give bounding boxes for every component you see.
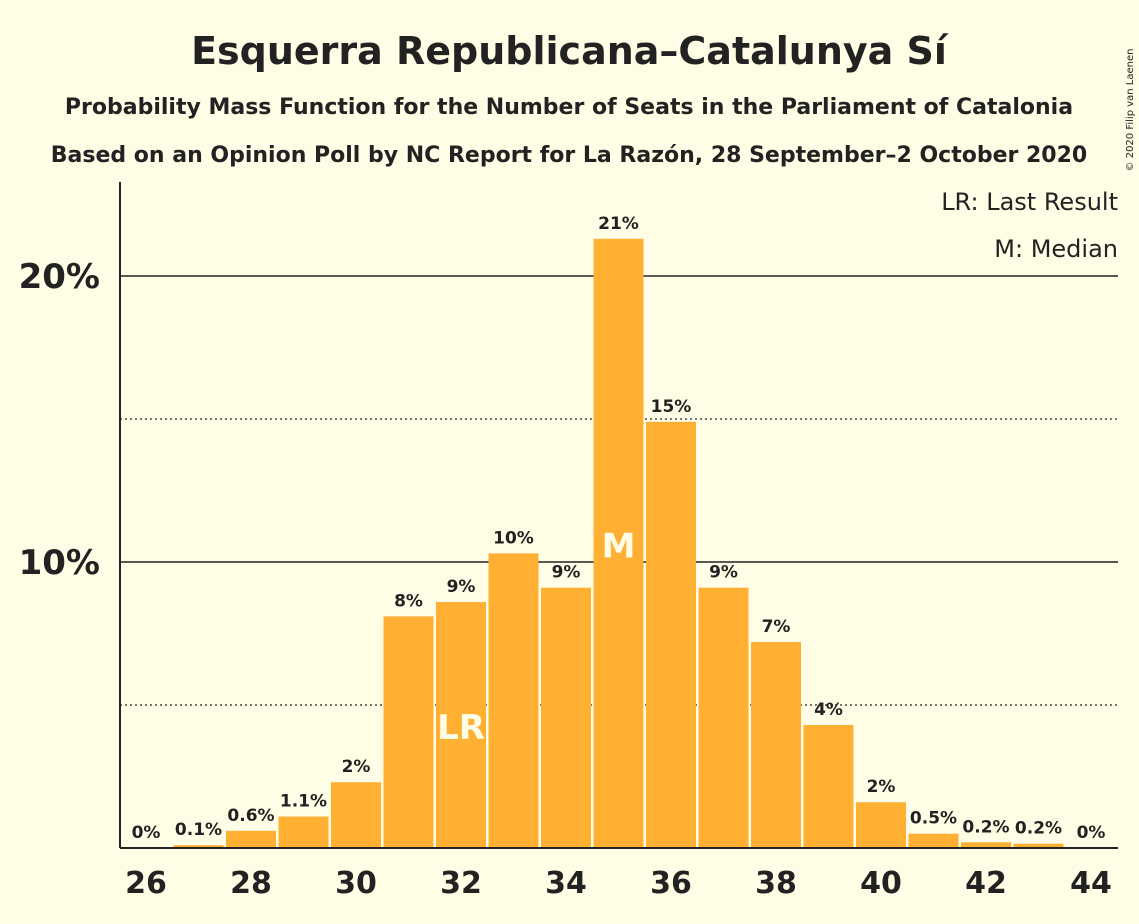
- bar: [856, 802, 906, 848]
- bars-group: [173, 238, 1064, 848]
- bar: [278, 816, 329, 848]
- data-label: 2%: [342, 757, 371, 777]
- bar: [173, 845, 224, 848]
- x-tick-label: 32: [440, 866, 482, 901]
- chart-title: Esquerra Republicana–Catalunya Sí: [191, 29, 949, 73]
- legend-last-result: LR: Last Result: [941, 188, 1118, 216]
- y-tick-label: 10%: [19, 543, 100, 583]
- data-label: 0.2%: [1015, 819, 1062, 839]
- data-label: 0.2%: [962, 817, 1009, 837]
- x-tick-label: 38: [755, 866, 797, 901]
- bar: [488, 553, 539, 848]
- data-label: 0.1%: [175, 820, 222, 840]
- copyright-text: © 2020 Filip van Laenen: [1125, 49, 1136, 172]
- x-tick-label: 44: [1070, 866, 1112, 901]
- data-label: 10%: [493, 528, 534, 548]
- x-tick-label: 42: [965, 866, 1007, 901]
- data-label: 21%: [598, 214, 639, 234]
- x-tick-label: 34: [545, 866, 587, 901]
- bar: [803, 725, 854, 848]
- bar: [541, 587, 591, 848]
- chart-subtitle-2: Based on an Opinion Poll by NC Report fo…: [51, 143, 1087, 168]
- markers-group: LR M: [437, 526, 635, 748]
- data-label: 0%: [1077, 823, 1106, 843]
- bar: [226, 830, 276, 848]
- median-marker: M: [602, 526, 636, 566]
- data-label: 0.5%: [910, 809, 957, 829]
- bar: [331, 782, 381, 848]
- data-label: 4%: [814, 700, 843, 720]
- chart-subtitle-1: Probability Mass Function for the Number…: [65, 95, 1073, 120]
- data-label: 0%: [132, 823, 161, 843]
- bar: [1013, 843, 1064, 848]
- data-label: 7%: [762, 617, 791, 637]
- data-label: 2%: [867, 777, 896, 797]
- bar: [698, 587, 749, 848]
- data-label: 8%: [394, 591, 423, 611]
- bar: [436, 602, 486, 848]
- data-label: 9%: [447, 577, 476, 597]
- x-tick-label: 26: [125, 866, 167, 901]
- bar: [908, 833, 959, 848]
- x-tick-label: 36: [650, 866, 692, 901]
- bar: [383, 616, 434, 848]
- legend-backdrop: [900, 180, 1125, 270]
- legend-median: M: Median: [994, 235, 1118, 263]
- data-label: 1.1%: [280, 792, 327, 812]
- x-tick-label: 40: [860, 866, 902, 901]
- data-label: 15%: [651, 397, 692, 417]
- data-label: 9%: [552, 563, 581, 583]
- x-axis: 26 28 30 32 34 36 38 40 42 44: [120, 847, 1118, 901]
- y-axis: 10% 20%: [19, 182, 121, 848]
- last-result-marker: LR: [437, 708, 485, 748]
- bar: [961, 842, 1011, 848]
- data-label: 9%: [709, 563, 738, 583]
- bar: [593, 238, 644, 848]
- bar: [751, 642, 801, 848]
- x-tick-label: 28: [230, 866, 272, 901]
- y-tick-label: 20%: [19, 257, 100, 297]
- bar: [646, 421, 696, 848]
- data-label: 0.6%: [227, 806, 274, 826]
- data-labels-group: 0% 0.1%0.6% 1.1% 2% 8% 9% 10% 9% 21% 15% 9% 7% 4% 2% 0…: [132, 214, 1106, 843]
- x-tick-label: 30: [335, 866, 377, 901]
